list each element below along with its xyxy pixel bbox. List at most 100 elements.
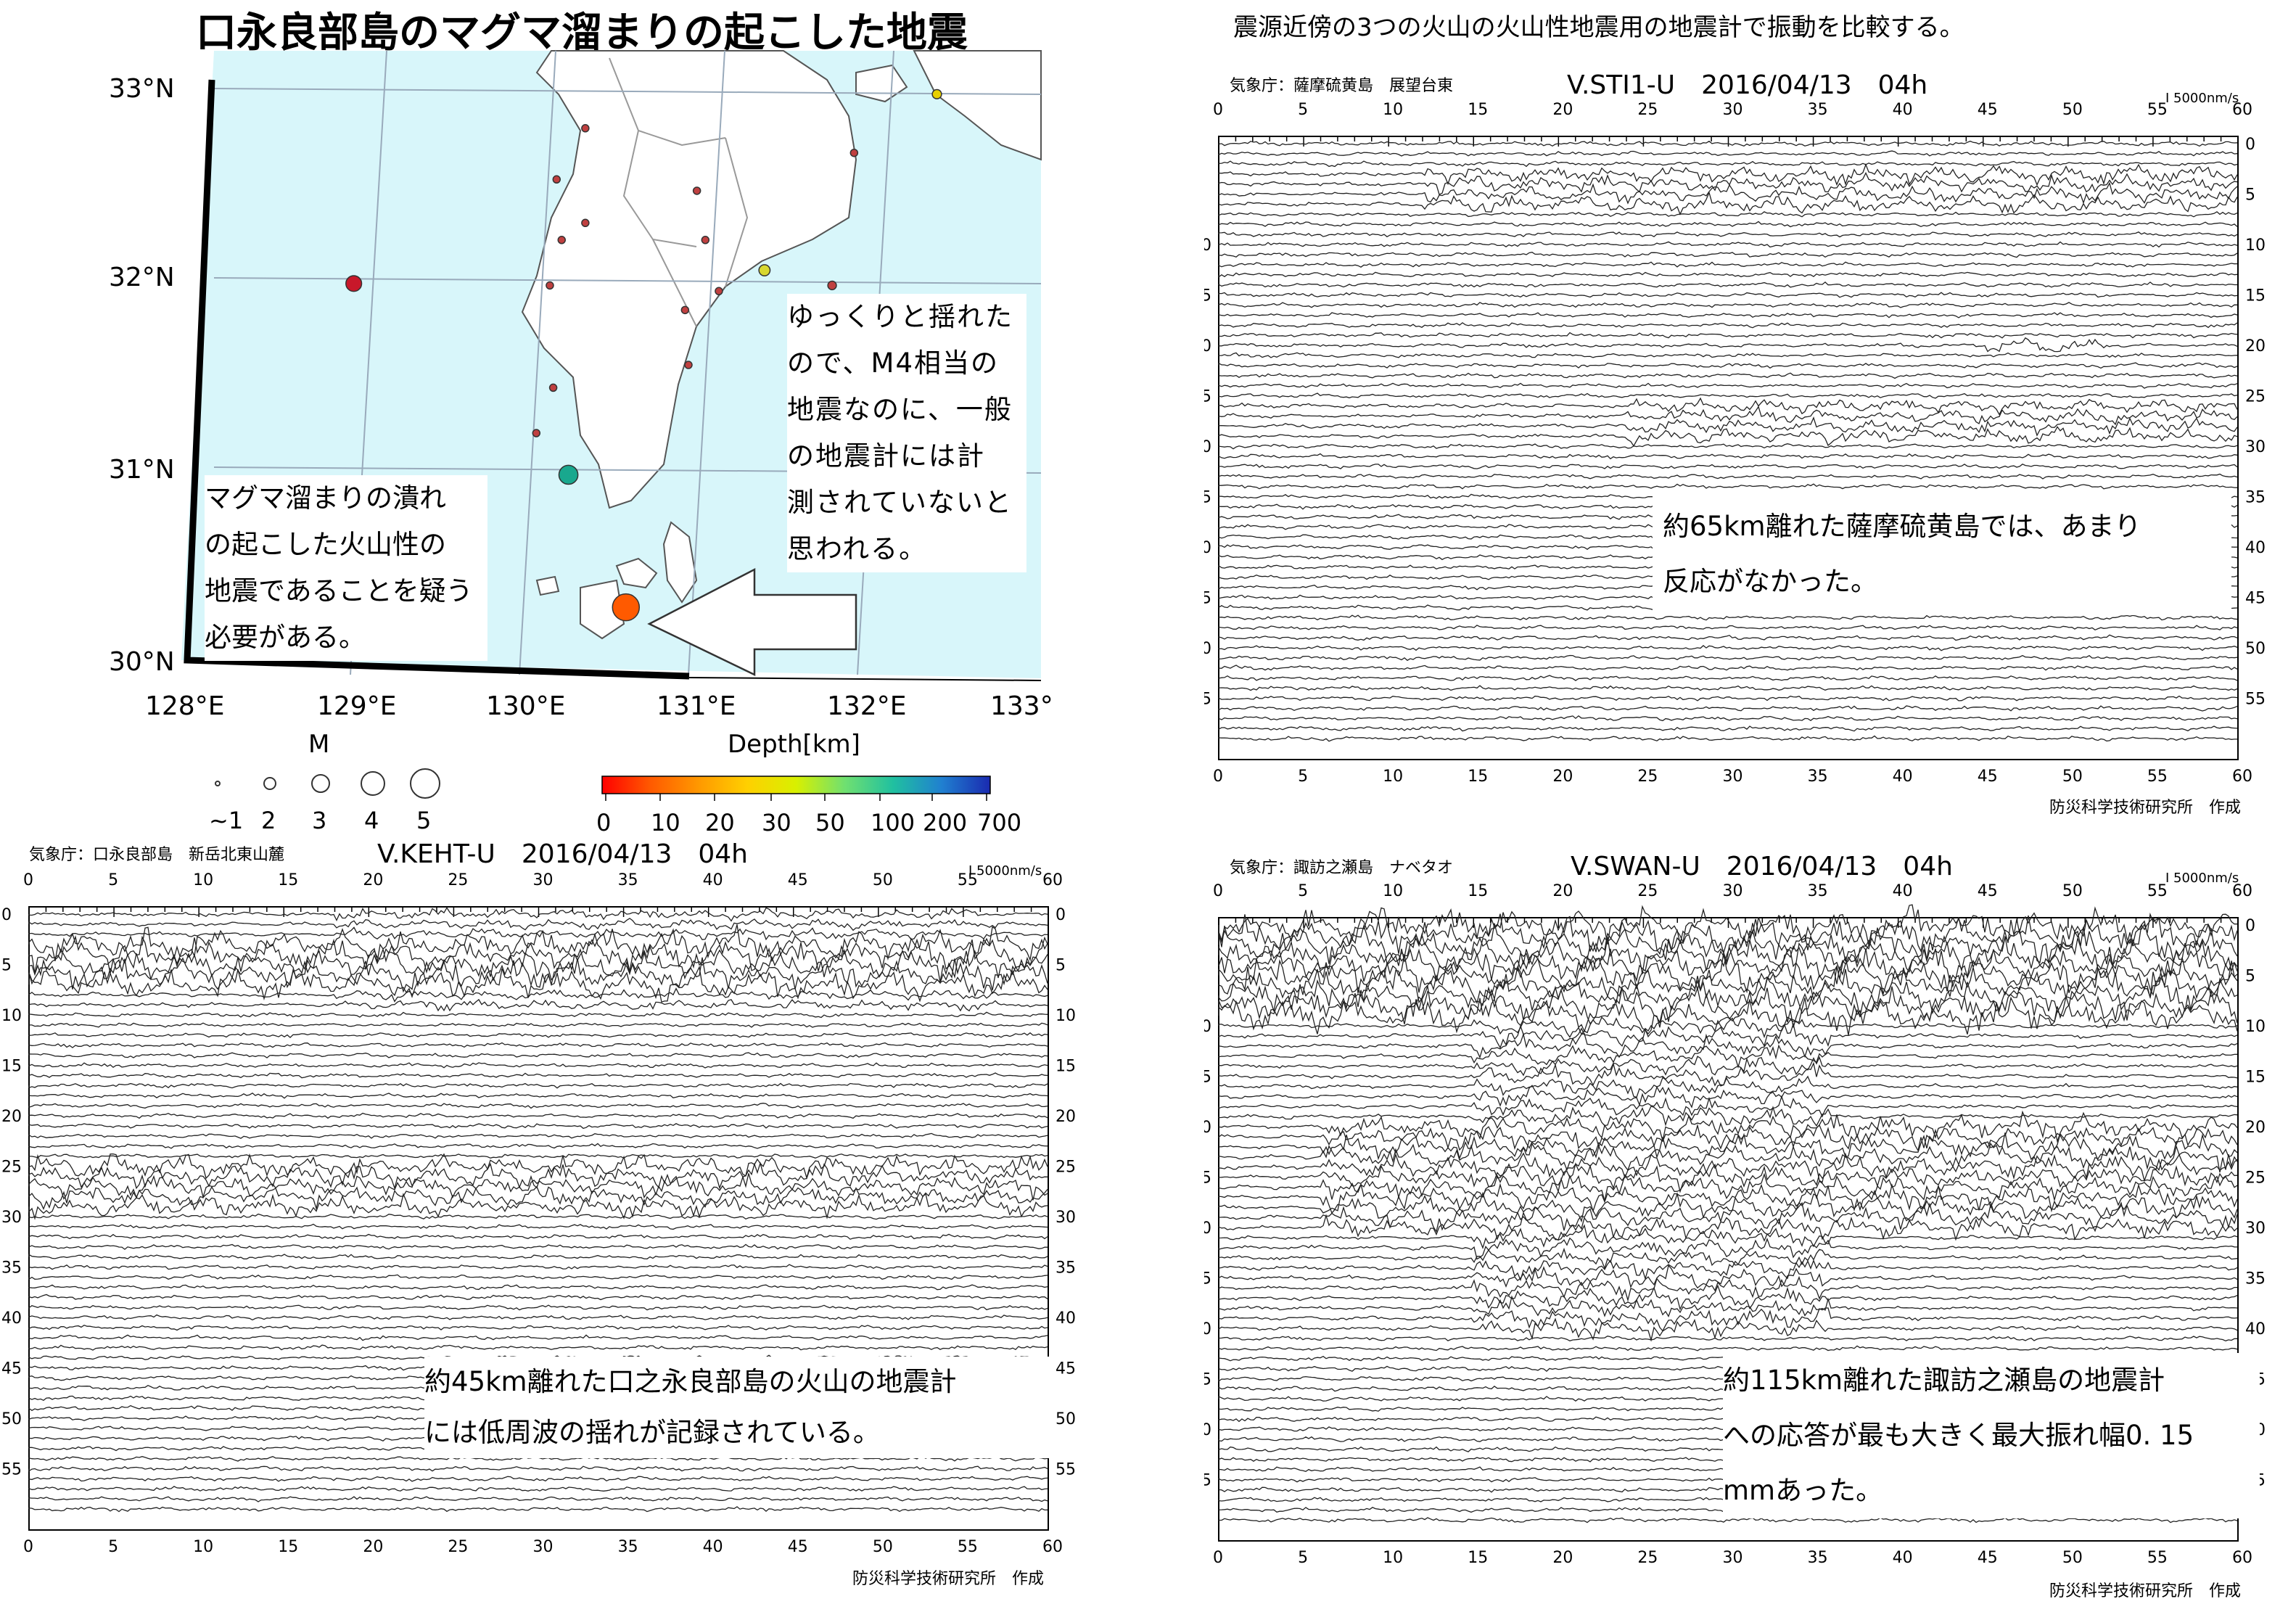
magnitude-legend-label: ~1 xyxy=(209,807,243,834)
row-label-right: 40 xyxy=(2245,1320,2266,1338)
minute-tick-label: 5 xyxy=(1298,101,1308,119)
row-label-right: 25 xyxy=(2245,388,2266,406)
seismogram-trace xyxy=(1218,735,2237,742)
seismogram-trace xyxy=(28,998,1048,1012)
minute-tick-label: 50 xyxy=(873,1538,893,1556)
seismogram-trace xyxy=(28,907,1048,922)
earthquake-marker xyxy=(692,186,701,195)
seismogram-trace xyxy=(1218,464,2238,469)
row-label-right: 50 xyxy=(2245,640,2266,658)
note-line: 反応がなかった。 xyxy=(1663,566,1877,597)
earthquake-marker xyxy=(581,124,590,133)
earthquake-marker xyxy=(581,218,590,228)
row-label-left: 30 xyxy=(1204,438,1211,456)
row-label-left: 20 xyxy=(1,1108,22,1126)
minute-tick-label: 30 xyxy=(1723,1549,1743,1567)
row-label-right: 15 xyxy=(1056,1058,1076,1076)
note-line: の起こした火山性の xyxy=(205,529,446,560)
seismogram-trace xyxy=(1218,271,2238,278)
row-label-left: 35 xyxy=(1204,489,1211,507)
minute-tick-label: 55 xyxy=(2147,1549,2168,1567)
row-label-left: 50 xyxy=(1204,1421,1211,1439)
seismogram-trace xyxy=(28,1042,1048,1048)
seismogram-trace xyxy=(1218,1191,2238,1223)
row-label-right: 25 xyxy=(1056,1159,1076,1177)
depth-label: 200 xyxy=(923,809,967,834)
seismogram-trace xyxy=(1218,221,2238,228)
seismogram-trace xyxy=(28,926,1048,941)
minute-tick-label: 30 xyxy=(533,1538,554,1556)
minute-tick-label: 10 xyxy=(1383,1549,1403,1567)
row-label-right: 55 xyxy=(1056,1461,1076,1479)
seismogram-trace xyxy=(28,1465,1048,1472)
swan-station-code: V.SWAN-U 2016/04/13 04h xyxy=(1571,852,1953,881)
earthquake-marker xyxy=(684,361,693,369)
magnitude-legend-circle xyxy=(215,781,221,786)
row-label-right: 5 xyxy=(2245,968,2255,986)
seismogram-trace xyxy=(1218,252,2238,258)
sti1-scale: I 5000nm/s xyxy=(2165,91,2239,106)
row-label-left: 45 xyxy=(1,1360,22,1378)
keht-credit: 防災科学技術研究所 作成 xyxy=(852,1570,1045,1588)
swan-note: 約115km離れた諏訪之瀬島の地震計 への応答が最も大きく最大振れ幅0. 15 … xyxy=(1723,1353,2260,1518)
seismogram-trace xyxy=(1218,231,2238,238)
note-line: 地震であることを疑う xyxy=(205,575,473,606)
seismogram-trace xyxy=(1218,1095,2238,1118)
minute-tick-label: 0 xyxy=(1213,1549,1223,1567)
seismogram-trace xyxy=(1218,1345,2238,1352)
seismogram-trace xyxy=(1218,1032,2238,1059)
latitude-label: 33°N xyxy=(109,74,175,104)
seismogram-trace xyxy=(1218,695,2238,702)
minute-tick-label: 35 xyxy=(1808,101,1828,119)
seismogram-trace xyxy=(1218,1211,2238,1241)
minute-tick-label: 5 xyxy=(1298,882,1308,900)
row-label-right: 35 xyxy=(2245,489,2266,507)
seismogram-trace xyxy=(1218,654,2238,662)
row-label-left: 10 xyxy=(1204,237,1211,255)
comparison-title: 震源近傍の3つの火山の火山性地震用の地震計で振動を比較する。 xyxy=(1233,13,1964,42)
minute-tick-label: 5 xyxy=(108,871,118,889)
seismogram-trace xyxy=(1218,302,2238,308)
note-line: の地震計には計 xyxy=(787,440,985,472)
minute-tick-label: 20 xyxy=(363,1538,383,1556)
minute-tick-label: 15 xyxy=(1468,101,1488,119)
minute-tick-label: 5 xyxy=(108,1538,118,1556)
minute-tick-label: 45 xyxy=(1978,1549,1998,1567)
seismogram-trace xyxy=(28,1032,1048,1038)
seismogram-trace xyxy=(1218,1152,2238,1183)
seismogram-trace xyxy=(1218,705,2238,712)
seismogram-trace xyxy=(28,1476,1048,1482)
map-frame xyxy=(184,79,690,680)
depth-legend-title: Depth[km] xyxy=(728,730,860,759)
earthquake-marker xyxy=(849,148,859,157)
row-label-right: 20 xyxy=(1056,1108,1076,1126)
earthquake-marker xyxy=(546,281,554,290)
seismogram-trace xyxy=(1218,372,2238,379)
seismogram-trace xyxy=(1218,1123,2238,1152)
minute-tick-label: 50 xyxy=(2062,768,2083,786)
seismogram-trace xyxy=(28,1274,1048,1280)
row-label-left: 40 xyxy=(1204,539,1211,557)
land-area xyxy=(662,521,698,604)
seismogram-trace xyxy=(1218,965,2238,1005)
note-line: には低周波の揺れが記録されている。 xyxy=(424,1417,880,1448)
minute-tick-label: 55 xyxy=(2147,768,2168,786)
minute-tick-label: 40 xyxy=(703,871,723,889)
row-label-left: 40 xyxy=(1,1309,22,1328)
row-label-left: 40 xyxy=(1204,1320,1211,1338)
seismogram-trace xyxy=(1218,362,2238,369)
seismogram-trace xyxy=(1218,473,2238,480)
seismogram-trace xyxy=(28,1243,1048,1250)
seismogram-trace xyxy=(1218,1317,2238,1342)
row-label-right: 0 xyxy=(2245,917,2255,935)
row-label-left: 0 xyxy=(1,906,12,924)
longitude-label: 128°E xyxy=(145,691,224,721)
seismogram-trace xyxy=(1218,912,2238,955)
sti1-seismogram: 0055101015152020252530303535404045455050… xyxy=(1204,101,2266,786)
minute-tick-label: 15 xyxy=(278,871,298,889)
land-area xyxy=(521,50,857,509)
seismogram-trace xyxy=(1218,1275,2237,1302)
row-label-right: 30 xyxy=(2245,1220,2266,1238)
seismogram-trace xyxy=(1218,1022,2238,1049)
swan-scale: I 5000nm/s xyxy=(2165,871,2239,886)
